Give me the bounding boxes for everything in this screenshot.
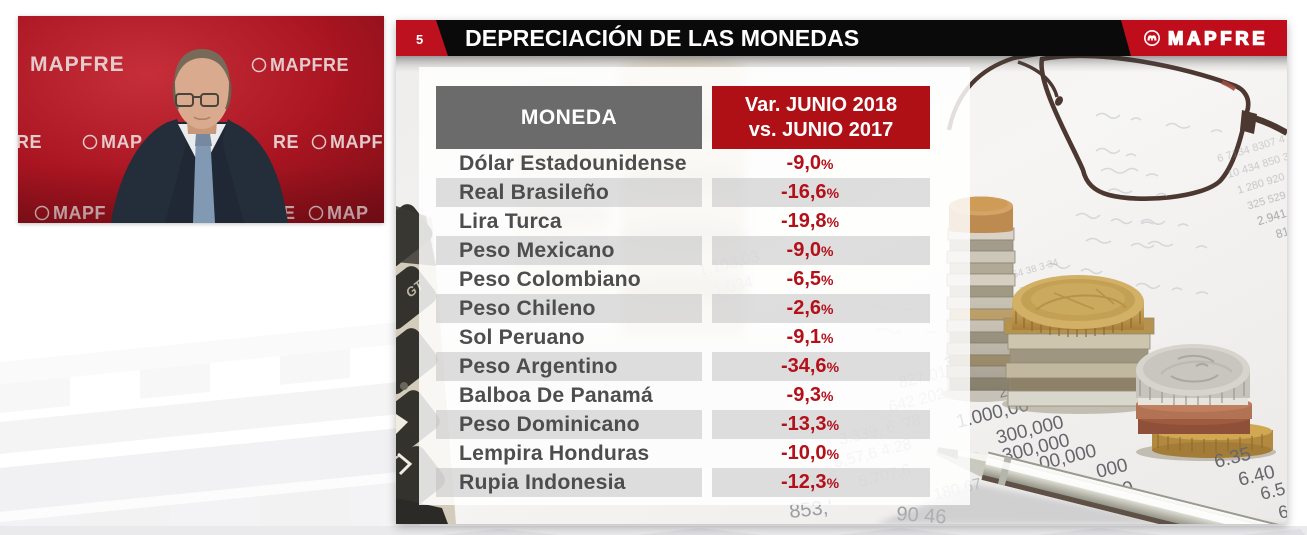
svg-text:MAPFRE: MAPFRE xyxy=(18,132,42,152)
svg-text:MAPFRE: MAPFRE xyxy=(270,55,349,75)
svg-text:5: 5 xyxy=(416,32,423,47)
svg-text:RE: RE xyxy=(273,132,299,152)
svg-text:MAP: MAP xyxy=(101,132,143,152)
svg-text:MAPFRE: MAPFRE xyxy=(30,53,125,76)
svg-text:MAPF: MAPF xyxy=(330,132,383,152)
svg-text:MAPFRE: MAPFRE xyxy=(1168,28,1267,49)
